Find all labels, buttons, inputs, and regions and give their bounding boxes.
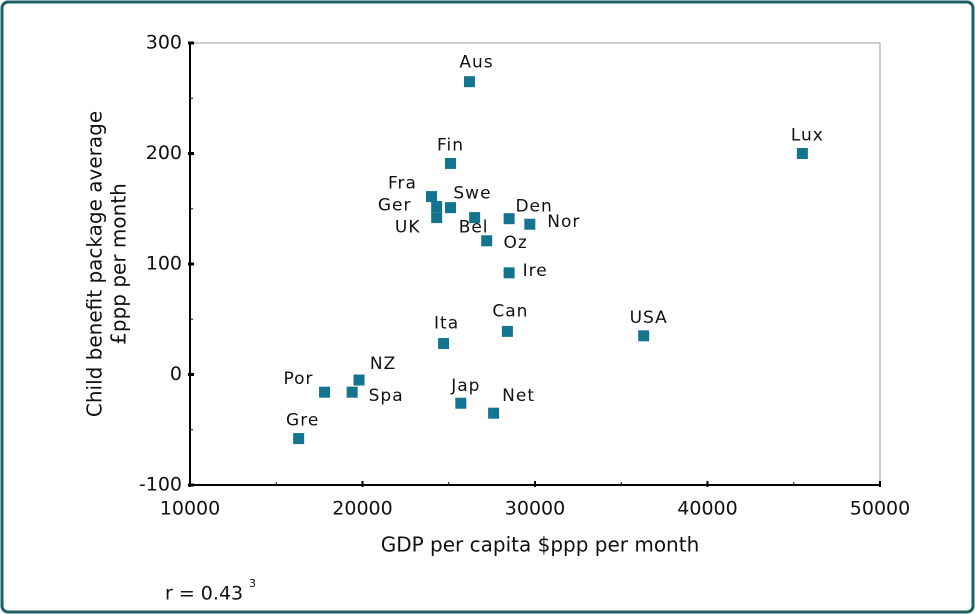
point-label: Ger (378, 196, 412, 216)
note: r = 0.43 (165, 583, 243, 605)
point-label: Bel (459, 218, 489, 238)
point (503, 213, 515, 225)
point-label: Jap (450, 376, 480, 396)
point-label: Net (502, 386, 535, 406)
point-label: Oz (504, 233, 528, 253)
point (469, 212, 481, 224)
y-tick-label: 200 (146, 142, 182, 164)
point (353, 374, 365, 386)
point (431, 212, 443, 224)
point-label: NZ (370, 354, 396, 374)
y-tick-label: 0 (170, 363, 182, 385)
point (455, 397, 467, 409)
point (481, 235, 493, 247)
y-axis-label-line: £ppp per month (107, 183, 131, 345)
point (319, 386, 331, 398)
plot-border (190, 42, 881, 485)
point (463, 76, 475, 88)
point (346, 386, 358, 398)
note-marker: 3 (249, 577, 256, 590)
point (488, 407, 500, 419)
point (638, 330, 650, 342)
point (438, 338, 450, 350)
y-axis-label-line: Child benefit package average (83, 111, 107, 417)
point-label: Gre (286, 411, 319, 431)
point-label: UK (395, 218, 421, 238)
point (444, 202, 456, 214)
point-label: Por (284, 369, 314, 389)
x-tick-label: 50000 (850, 498, 910, 520)
point-label: Ita (434, 314, 459, 334)
point-label: Spa (369, 386, 404, 406)
y-tick-label: 300 (146, 32, 182, 54)
point-label: USA (630, 308, 668, 328)
x-tick-label: 20000 (332, 498, 392, 520)
y-tick-label: 100 (146, 253, 182, 275)
point-label: Nor (547, 212, 580, 232)
point-label: Fin (437, 135, 464, 155)
point (501, 325, 513, 337)
point (426, 191, 437, 203)
x-tick-label: 10000 (160, 498, 220, 520)
point-label: Fra (388, 174, 417, 194)
x-axis-label: GDP per capita $ppp per month (381, 533, 700, 557)
point (444, 157, 456, 169)
point-label: Den (515, 197, 552, 217)
point (524, 218, 536, 230)
point (796, 148, 808, 159)
point (431, 201, 443, 213)
x-tick-label: 40000 (677, 498, 737, 520)
point-label: Can (492, 301, 528, 321)
y-tick-label: -100 (139, 474, 182, 496)
point-label: Ire (523, 261, 548, 281)
point (503, 267, 515, 279)
x-tick-label: 30000 (505, 498, 565, 520)
point (293, 433, 305, 445)
point-label: Lux (791, 126, 824, 146)
point-label: Aus (459, 53, 493, 73)
point-label: Swe (453, 184, 491, 204)
y-axis-label: Child benefit package average £ppp per m… (83, 111, 131, 417)
